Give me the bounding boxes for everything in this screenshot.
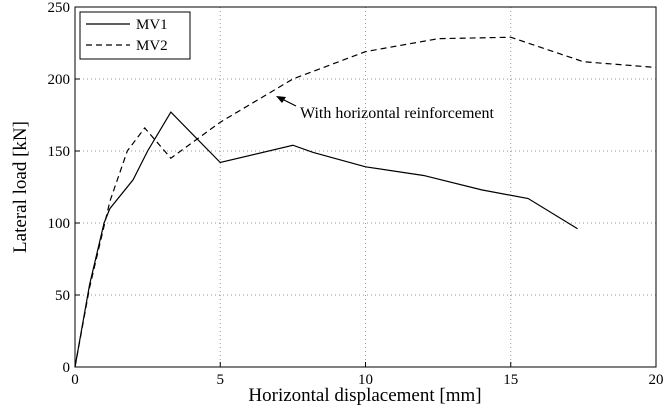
x-tick-label: 20 (649, 372, 664, 388)
legend-box (79, 11, 191, 60)
y-axis-label: Lateral load [kN] (10, 121, 31, 253)
series-line (74, 36, 657, 368)
y-tick-label: 150 (48, 144, 71, 160)
x-tick-label: 0 (71, 372, 79, 388)
y-tick-label: 200 (48, 72, 71, 88)
x-tick-label: 10 (358, 372, 373, 388)
x-tick-label: 15 (503, 372, 518, 388)
legend-label: MV1 (136, 17, 168, 33)
x-tick-label: 5 (217, 372, 225, 388)
plot-frame (74, 6, 657, 368)
y-tick-label: 50 (55, 288, 70, 304)
y-tick-label: 0 (63, 360, 71, 376)
x-axis-label: Horizontal displacement [mm] (248, 385, 481, 406)
y-tick-label: 250 (48, 0, 71, 16)
annotation: With horizontal reinforcement (300, 105, 495, 122)
y-tick-label: 100 (48, 216, 71, 232)
legend-label: MV2 (136, 38, 168, 54)
series-line (74, 111, 578, 368)
annotation-arrowhead (276, 96, 286, 103)
